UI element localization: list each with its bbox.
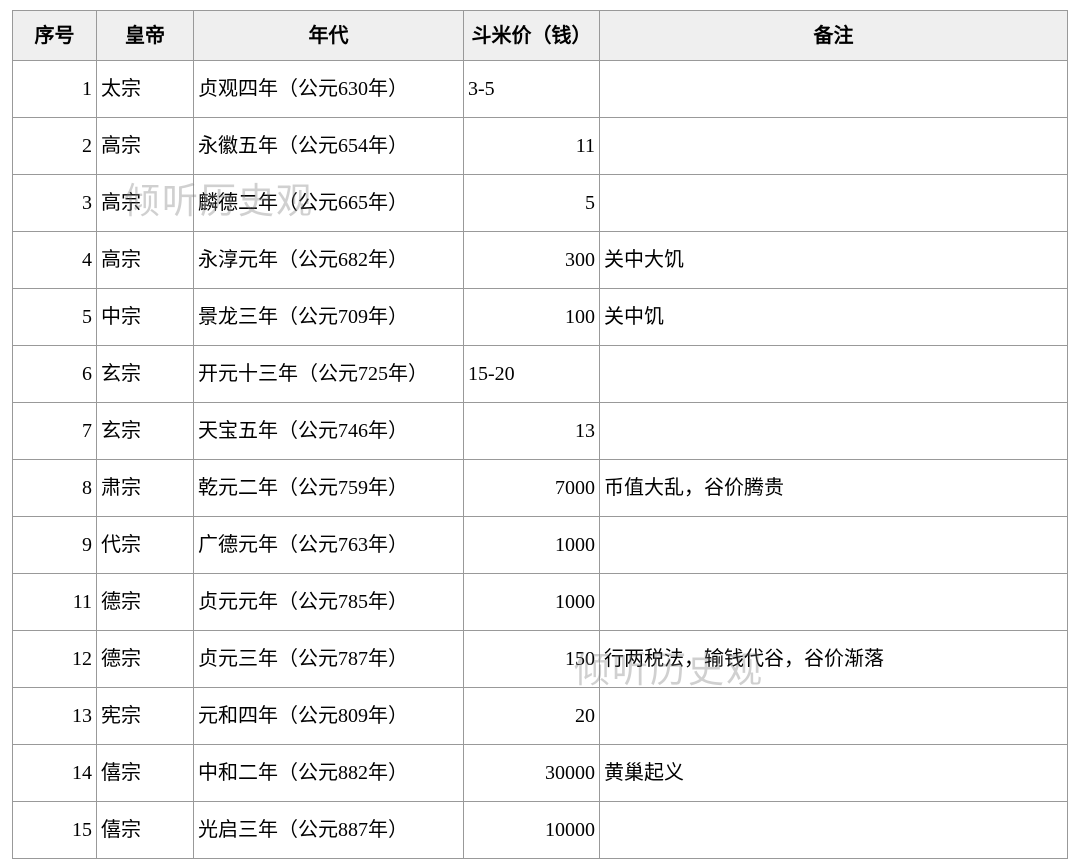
table-row: 2高宗永徽五年（公元654年）11 xyxy=(13,118,1068,175)
price-table: 序号 皇帝 年代 斗米价（钱） 备注 1太宗贞观四年（公元630年）3-52高宗… xyxy=(12,10,1068,859)
cell-emperor: 中宗 xyxy=(97,289,194,346)
cell-note: 币值大乱，谷价腾贵 xyxy=(600,460,1068,517)
cell-price: 7000 xyxy=(464,460,600,517)
cell-era: 麟德二年（公元665年） xyxy=(194,175,464,232)
cell-era: 永徽五年（公元654年） xyxy=(194,118,464,175)
table-row: 3高宗麟德二年（公元665年）5 xyxy=(13,175,1068,232)
table-row: 4高宗永淳元年（公元682年）300关中大饥 xyxy=(13,232,1068,289)
cell-price: 3-5 xyxy=(464,61,600,118)
cell-emperor: 僖宗 xyxy=(97,745,194,802)
table-row: 6玄宗开元十三年（公元725年）15-20 xyxy=(13,346,1068,403)
cell-era: 天宝五年（公元746年） xyxy=(194,403,464,460)
col-header-seq: 序号 xyxy=(13,11,97,61)
cell-note: 行两税法，输钱代谷，谷价渐落 xyxy=(600,631,1068,688)
table-row: 13宪宗元和四年（公元809年）20 xyxy=(13,688,1068,745)
cell-note xyxy=(600,61,1068,118)
cell-era: 广德元年（公元763年） xyxy=(194,517,464,574)
cell-note xyxy=(600,517,1068,574)
col-header-emperor: 皇帝 xyxy=(97,11,194,61)
cell-era: 贞元元年（公元785年） xyxy=(194,574,464,631)
cell-price: 13 xyxy=(464,403,600,460)
cell-seq: 15 xyxy=(13,802,97,859)
table-row: 15僖宗光启三年（公元887年）10000 xyxy=(13,802,1068,859)
table-row: 8肃宗乾元二年（公元759年）7000币值大乱，谷价腾贵 xyxy=(13,460,1068,517)
cell-price: 150 xyxy=(464,631,600,688)
cell-price: 300 xyxy=(464,232,600,289)
cell-note: 关中大饥 xyxy=(600,232,1068,289)
cell-seq: 1 xyxy=(13,61,97,118)
cell-emperor: 太宗 xyxy=(97,61,194,118)
cell-price: 10000 xyxy=(464,802,600,859)
cell-era: 贞元三年（公元787年） xyxy=(194,631,464,688)
cell-emperor: 代宗 xyxy=(97,517,194,574)
cell-era: 开元十三年（公元725年） xyxy=(194,346,464,403)
cell-emperor: 高宗 xyxy=(97,118,194,175)
col-header-era: 年代 xyxy=(194,11,464,61)
cell-era: 贞观四年（公元630年） xyxy=(194,61,464,118)
cell-era: 元和四年（公元809年） xyxy=(194,688,464,745)
cell-note xyxy=(600,118,1068,175)
cell-seq: 12 xyxy=(13,631,97,688)
cell-price: 1000 xyxy=(464,574,600,631)
cell-emperor: 僖宗 xyxy=(97,802,194,859)
cell-emperor: 玄宗 xyxy=(97,346,194,403)
col-header-note: 备注 xyxy=(600,11,1068,61)
cell-seq: 3 xyxy=(13,175,97,232)
cell-price: 1000 xyxy=(464,517,600,574)
cell-price: 15-20 xyxy=(464,346,600,403)
table-row: 5中宗景龙三年（公元709年）100关中饥 xyxy=(13,289,1068,346)
cell-emperor: 高宗 xyxy=(97,232,194,289)
table-row: 7玄宗天宝五年（公元746年）13 xyxy=(13,403,1068,460)
cell-emperor: 高宗 xyxy=(97,175,194,232)
cell-seq: 8 xyxy=(13,460,97,517)
cell-era: 中和二年（公元882年） xyxy=(194,745,464,802)
table-row: 12德宗贞元三年（公元787年）150行两税法，输钱代谷，谷价渐落 xyxy=(13,631,1068,688)
col-header-price: 斗米价（钱） xyxy=(464,11,600,61)
cell-era: 永淳元年（公元682年） xyxy=(194,232,464,289)
cell-price: 11 xyxy=(464,118,600,175)
cell-note: 关中饥 xyxy=(600,289,1068,346)
cell-price: 100 xyxy=(464,289,600,346)
cell-note xyxy=(600,346,1068,403)
cell-emperor: 肃宗 xyxy=(97,460,194,517)
table-row: 11德宗贞元元年（公元785年）1000 xyxy=(13,574,1068,631)
cell-seq: 2 xyxy=(13,118,97,175)
cell-note xyxy=(600,574,1068,631)
table-row: 1太宗贞观四年（公元630年）3-5 xyxy=(13,61,1068,118)
table-header-row: 序号 皇帝 年代 斗米价（钱） 备注 xyxy=(13,11,1068,61)
cell-emperor: 德宗 xyxy=(97,631,194,688)
cell-note xyxy=(600,688,1068,745)
cell-era: 乾元二年（公元759年） xyxy=(194,460,464,517)
cell-price: 30000 xyxy=(464,745,600,802)
cell-seq: 11 xyxy=(13,574,97,631)
cell-emperor: 宪宗 xyxy=(97,688,194,745)
cell-note xyxy=(600,403,1068,460)
cell-price: 5 xyxy=(464,175,600,232)
cell-seq: 9 xyxy=(13,517,97,574)
cell-price: 20 xyxy=(464,688,600,745)
cell-seq: 13 xyxy=(13,688,97,745)
cell-seq: 5 xyxy=(13,289,97,346)
cell-seq: 4 xyxy=(13,232,97,289)
cell-seq: 6 xyxy=(13,346,97,403)
table-row: 9代宗广德元年（公元763年）1000 xyxy=(13,517,1068,574)
cell-emperor: 玄宗 xyxy=(97,403,194,460)
cell-seq: 14 xyxy=(13,745,97,802)
table-row: 14僖宗中和二年（公元882年）30000黄巢起义 xyxy=(13,745,1068,802)
cell-emperor: 德宗 xyxy=(97,574,194,631)
cell-note xyxy=(600,175,1068,232)
cell-seq: 7 xyxy=(13,403,97,460)
cell-note xyxy=(600,802,1068,859)
cell-era: 景龙三年（公元709年） xyxy=(194,289,464,346)
cell-note: 黄巢起义 xyxy=(600,745,1068,802)
cell-era: 光启三年（公元887年） xyxy=(194,802,464,859)
